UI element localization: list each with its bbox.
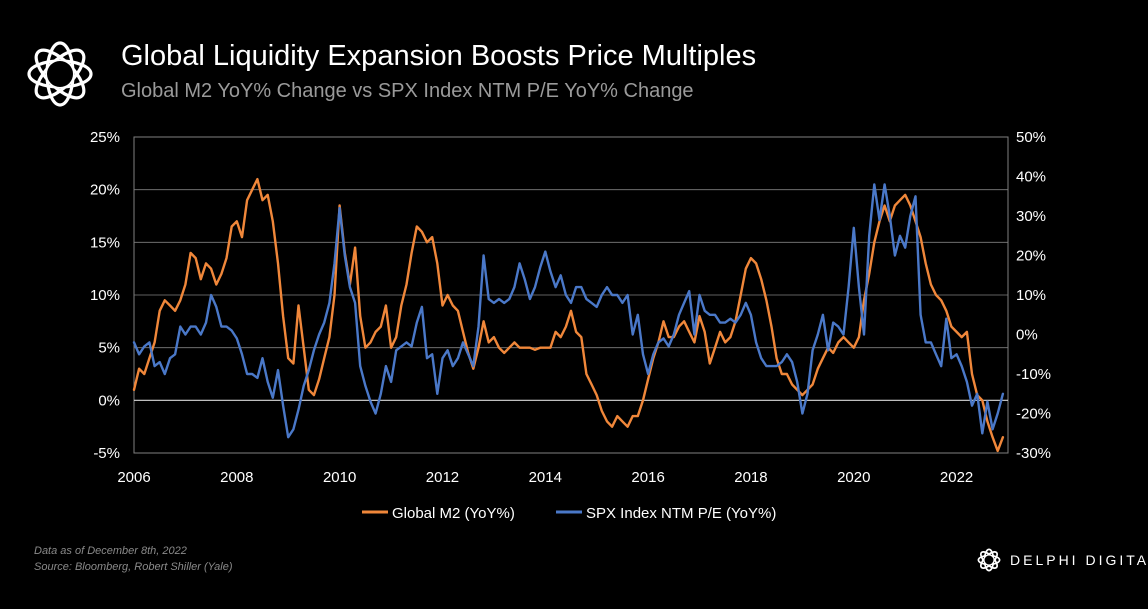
y-right-tick-label: 0%	[1016, 327, 1038, 344]
y-left-tick-label: 10%	[90, 287, 120, 304]
footnote: Data as of December 8th, 2022 Source: Bl…	[34, 543, 233, 575]
series-line-spx-pe	[132, 183, 1005, 439]
x-tick-label: 2014	[529, 469, 562, 486]
series-line-global-m2	[132, 177, 1005, 453]
x-axis: 2006 2008 2010 2012 2014 2016 2018 2020 2022	[117, 469, 973, 486]
y-right-tick-label: 40%	[1016, 169, 1046, 186]
x-tick-label: 2018	[734, 469, 767, 486]
x-tick-label: 2008	[220, 469, 253, 486]
y-left-tick-label: 25%	[90, 129, 120, 146]
legend-label-pe: SPX Index NTM P/E (YoY%)	[586, 505, 776, 522]
y-right-tick-label: -20%	[1016, 406, 1051, 423]
y-right-tick-label: -10%	[1016, 366, 1051, 383]
y-axis-left: -5% 0% 5% 10% 15% 20% 25%	[90, 129, 120, 462]
y-right-tick-label: 10%	[1016, 287, 1046, 304]
y-left-tick-label: 0%	[98, 392, 120, 409]
chart-subtitle: Global M2 YoY% Change vs SPX Index NTM P…	[121, 80, 694, 102]
y-left-tick-label: -5%	[93, 445, 120, 462]
x-tick-label: 2012	[426, 469, 459, 486]
series-layer	[132, 177, 1005, 453]
x-tick-label: 2020	[837, 469, 870, 486]
logo	[22, 36, 98, 112]
y-axis-right: -30% -20% -10% 0% 10% 20% 30% 40% 50%	[1016, 129, 1051, 462]
brand: DELPHI DIGITAL	[976, 546, 1148, 574]
gridlines	[133, 136, 1009, 454]
legend-label-m2: Global M2 (YoY%)	[392, 505, 515, 522]
knot-logo-icon	[27, 41, 93, 107]
legend: Global M2 (YoY%) SPX Index NTM P/E (YoY%…	[362, 505, 776, 522]
y-left-tick-label: 20%	[90, 182, 120, 199]
footnote-date: Data as of December 8th, 2022	[34, 545, 187, 557]
brand-name: DELPHI DIGITAL	[1010, 552, 1148, 568]
y-right-tick-label: 20%	[1016, 248, 1046, 265]
y-right-tick-label: 50%	[1016, 129, 1046, 146]
chart-title: Global Liquidity Expansion Boosts Price …	[121, 40, 757, 72]
x-tick-label: 2022	[940, 469, 973, 486]
y-left-tick-label: 15%	[90, 234, 120, 251]
y-left-tick-label: 5%	[98, 340, 120, 357]
footnote-source: Source: Bloomberg, Robert Shiller (Yale)	[34, 561, 233, 573]
x-tick-label: 2016	[631, 469, 664, 486]
x-tick-label: 2010	[323, 469, 356, 486]
y-right-tick-label: -30%	[1016, 445, 1051, 462]
x-tick-label: 2006	[117, 469, 150, 486]
knot-logo-icon	[977, 548, 1001, 572]
y-right-tick-label: 30%	[1016, 208, 1046, 225]
